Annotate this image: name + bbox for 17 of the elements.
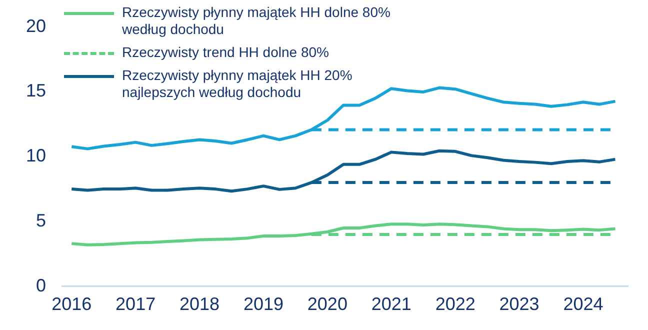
legend-label: Rzeczywisty trend HH dolne 80% bbox=[122, 44, 330, 61]
y-tick-label: 10 bbox=[26, 146, 46, 166]
y-tick-label: 5 bbox=[36, 210, 46, 230]
x-tick-label: 2024 bbox=[563, 294, 604, 314]
legend-label: Rzeczywisty płynny majątek HH 20% najlepszych według dochodu bbox=[122, 67, 354, 101]
x-tick-label: 2016 bbox=[52, 294, 92, 314]
x-tick-label: 2018 bbox=[179, 294, 220, 314]
x-tick-label: 2023 bbox=[499, 294, 540, 314]
x-tick-label: 2022 bbox=[435, 294, 476, 314]
y-tick-label: 0 bbox=[36, 275, 46, 296]
y-tick-label: 15 bbox=[26, 80, 46, 101]
x-tick-label: 2017 bbox=[116, 294, 156, 314]
legend-label: Rzeczywisty płynny majątek HH dolne 80% według dochodu bbox=[122, 4, 392, 38]
x-tick-label: 2020 bbox=[307, 294, 348, 314]
x-tick-label: 2019 bbox=[243, 294, 284, 314]
y-tick-label: 20 bbox=[26, 16, 46, 36]
x-tick-label: 2021 bbox=[371, 294, 412, 314]
